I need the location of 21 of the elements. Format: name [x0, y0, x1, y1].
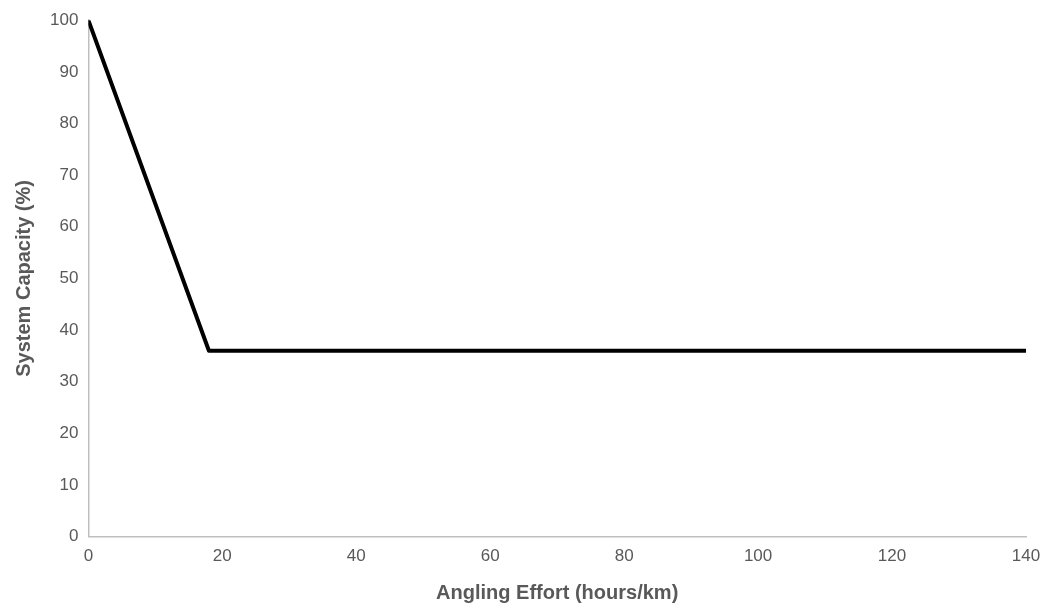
y-tick-label: 0 [68, 526, 79, 546]
y-tick-label: 30 [59, 371, 79, 391]
x-tick-label: 40 [346, 546, 366, 566]
y-tick-label: 50 [59, 268, 79, 288]
y-tick-label: 60 [59, 216, 79, 236]
x-axis-title: Angling Effort (hours/km) [436, 580, 679, 603]
y-tick-label: 70 [59, 164, 79, 184]
y-tick-label: 10 [59, 474, 79, 494]
y-tick-label: 80 [59, 113, 79, 133]
x-tick-label: 0 [83, 546, 94, 566]
x-tick-label: 100 [743, 546, 773, 566]
x-tick-label: 140 [1011, 546, 1041, 566]
x-tick-label: 60 [480, 546, 500, 566]
y-tick-label: 20 [59, 423, 79, 443]
x-tick-label: 20 [212, 546, 232, 566]
x-tick-label: 120 [877, 546, 907, 566]
x-tick-label: 80 [614, 546, 634, 566]
y-tick-label: 100 [49, 9, 79, 29]
y-tick-label: 90 [59, 61, 79, 81]
y-tick-label: 40 [59, 319, 79, 339]
y-axis-title: System Capacity (%) [11, 180, 34, 377]
